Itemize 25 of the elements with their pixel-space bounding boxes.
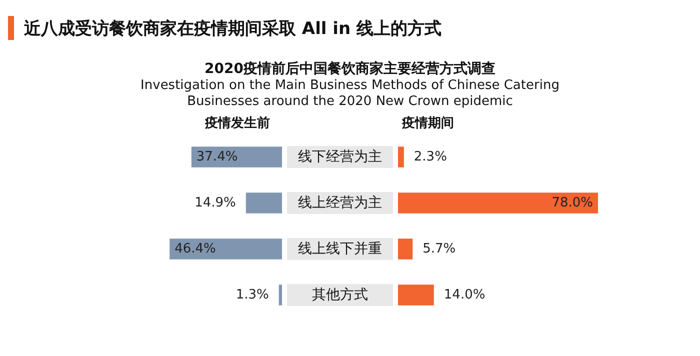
- chart-title: 近八成受访餐饮商家在疫情期间采取 All in 线上的方式: [24, 18, 442, 40]
- data-label: 14.0%: [444, 287, 486, 302]
- text: 2020疫情前后中国餐饮商家主要经营方式调查: [204, 60, 496, 78]
- bar: [398, 146, 404, 168]
- bar: [398, 238, 413, 260]
- data-label: 37.4%: [196, 149, 238, 164]
- y-tick-label: 线上经营为主: [287, 192, 393, 214]
- series-label: 疫情期间: [400, 114, 455, 133]
- series-label: 疫情发生前: [204, 114, 271, 133]
- bar: [191, 146, 282, 168]
- bar: [170, 238, 282, 260]
- bar: [398, 192, 598, 214]
- text: Investigation on the Main Business Methods of Chinese Catering Businesses around the 2020 New Crown epidemic: [140, 78, 560, 110]
- data-label: 2.3%: [414, 149, 447, 164]
- data-label: 5.7%: [422, 241, 456, 256]
- data-label: 1.3%: [236, 287, 269, 302]
- bar: [398, 284, 434, 306]
- y-tick-label: 线下经营为主: [287, 146, 393, 168]
- data-label: 14.9%: [194, 195, 236, 210]
- bar: [278, 284, 282, 306]
- y-tick-label: 其他方式: [287, 284, 393, 306]
- bar: [246, 192, 282, 214]
- data-label: 46.4%: [174, 241, 216, 256]
- data-label: 78.0%: [552, 195, 593, 210]
- y-tick-label: 线上线下并重: [287, 238, 393, 260]
